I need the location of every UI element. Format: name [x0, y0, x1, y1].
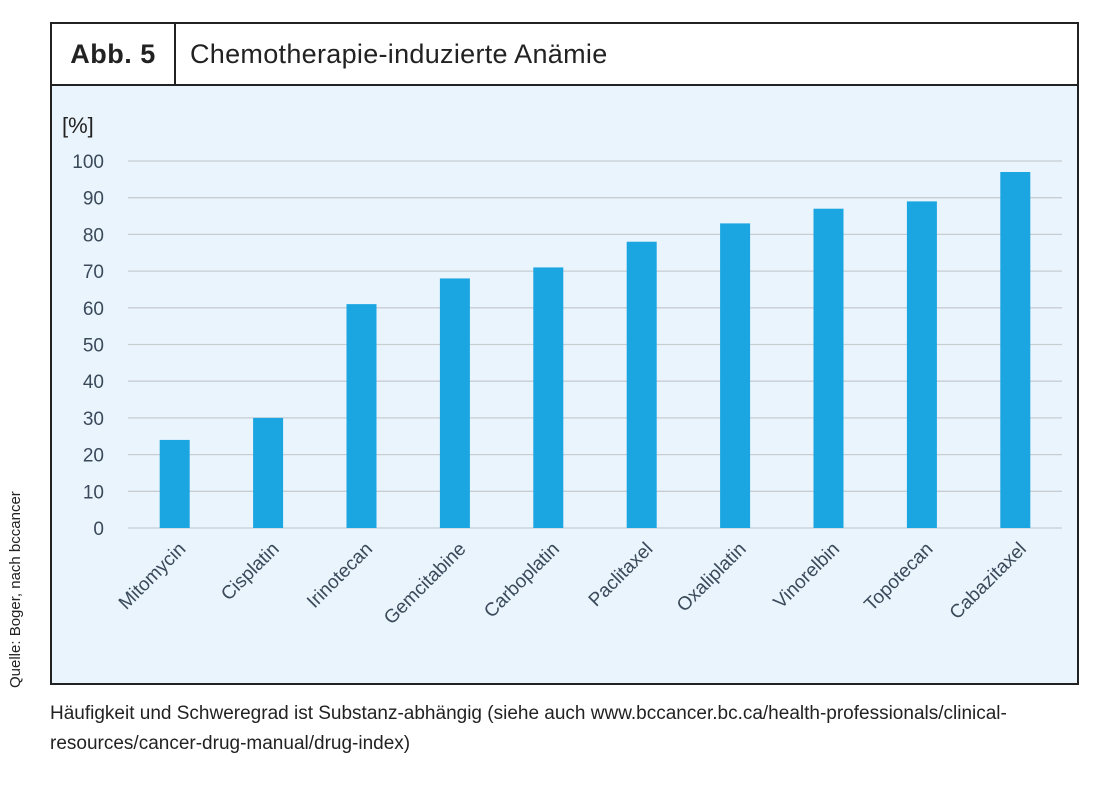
figure-header: Abb. 5 Chemotherapie-induzierte Anämie [52, 24, 1077, 86]
bar [626, 241, 657, 529]
bar [159, 439, 190, 528]
figure-label: Abb. 5 [52, 24, 176, 84]
bar-chart: [%] 0 10 20 30 40 50 60 70 80 90 100 Mitomycin Cispla… [62, 113, 1062, 629]
y-tick-label: 80 [83, 225, 104, 246]
y-tick-label: 10 [83, 482, 104, 503]
y-tick-label: 30 [83, 409, 104, 430]
bar [253, 417, 284, 528]
x-category-label: Gemcitabine [380, 539, 470, 629]
y-tick-label: 70 [83, 262, 104, 283]
bar [813, 208, 844, 528]
x-category-label: Oxaliplatin [673, 539, 751, 617]
y-tick-label: 40 [83, 372, 104, 393]
bar [439, 278, 470, 528]
bar [906, 201, 937, 528]
x-category-label: Cabazitaxel [946, 539, 1031, 624]
x-category-label: Mitomycin [115, 539, 190, 614]
bar [720, 223, 751, 528]
figure-caption: Häufigkeit und Schweregrad ist Substanz-… [50, 703, 1007, 754]
x-category-label: Topotecan [861, 539, 938, 616]
x-category-label: Paclitaxel [585, 539, 657, 611]
source-note: Quelle: Boger, nach bccancer [7, 491, 24, 688]
x-category-label: Carboplatin [480, 539, 564, 623]
y-tick-label: 90 [83, 189, 104, 210]
x-category-label: Vinorelbin [770, 539, 844, 613]
y-axis-unit-label: [%] [62, 113, 94, 138]
y-tick-label: 20 [83, 446, 104, 467]
bar [346, 304, 377, 528]
bar [1000, 172, 1031, 528]
x-category-label: Cisplatin [217, 539, 283, 605]
x-category-label: Irinotecan [303, 539, 377, 613]
bar [533, 267, 564, 528]
figure-title: Chemotherapie-induzierte Anämie [190, 38, 608, 69]
y-tick-label: 0 [93, 519, 104, 540]
y-tick-label: 50 [83, 336, 104, 357]
y-tick-label: 60 [83, 299, 104, 320]
y-tick-label: 100 [72, 152, 104, 173]
